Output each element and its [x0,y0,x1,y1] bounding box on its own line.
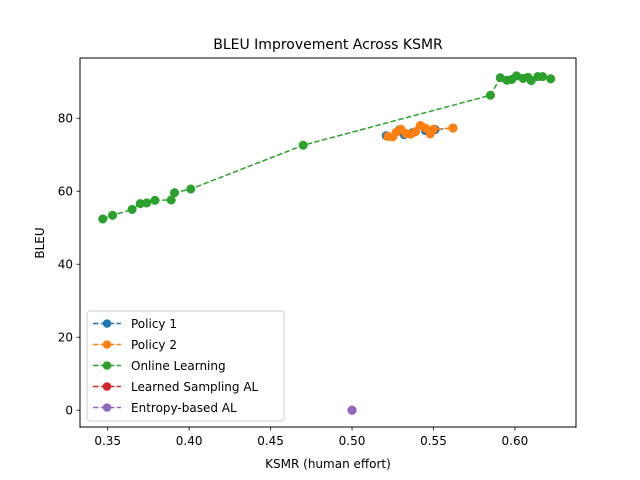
x-tick-label: 0.50 [339,434,366,448]
data-point-4-0 [347,405,357,415]
legend-item-2: Online Learning [93,359,226,373]
data-point-2-20 [546,74,556,84]
legend-label: Learned Sampling AL [131,380,259,394]
x-tick-label: 0.55 [420,434,447,448]
y-axis-ticks: 0 20 40 60 80 [58,112,80,418]
legend: Policy 1 Policy 2 Online Learning Learned S… [86,310,285,422]
x-tick-label: 0.35 [94,434,121,448]
legend-box [86,310,285,422]
legend-label: Policy 2 [131,338,177,352]
y-tick-label: 60 [58,185,73,199]
x-tick-label: 0.40 [176,434,203,448]
plot-area-frame [79,57,577,428]
data-point-1-10 [428,124,439,134]
data-point-2-2 [127,204,137,215]
x-axis-ticks: 0.35 0.40 0.45 0.50 0.55 0.60 [94,427,528,448]
legend-marker [102,361,112,370]
data-point-2-5 [150,195,160,205]
data-point-2-4 [142,198,152,208]
legend-marker [102,403,112,412]
series-layer [98,71,556,415]
data-point-2-0 [98,214,108,224]
data-point-1-6 [411,127,421,137]
chart-title: BLEU Improvement Across KSMR [213,37,443,53]
data-point-2-10 [485,90,496,100]
legend-marker [102,382,112,391]
series-1 [383,120,458,142]
y-tick-label: 80 [58,112,73,126]
legend-label: Online Learning [131,359,226,373]
x-tick-label: 0.60 [502,434,529,448]
x-tick-label: 0.45 [257,434,284,448]
series-4 [347,405,357,415]
legend-item-4: Entropy-based AL [93,401,237,415]
legend-marker [102,340,112,349]
series-2 [98,71,556,224]
legend-label: Policy 1 [131,317,177,331]
data-point-2-7 [169,188,180,198]
y-axis-label: BLEU [33,227,47,258]
data-point-1-11 [448,123,458,133]
legend-marker [102,319,112,328]
legend-item-0: Policy 1 [93,317,177,331]
data-point-2-17 [526,76,536,86]
legend-item-1: Policy 2 [93,338,177,352]
y-tick-label: 40 [58,258,73,272]
data-point-2-8 [186,184,196,194]
y-tick-label: 0 [65,404,73,418]
data-point-2-9 [298,140,308,150]
data-point-2-19 [538,72,548,82]
legend-item-3: Learned Sampling AL [93,380,259,394]
data-point-2-1 [108,210,118,220]
legend-label: Entropy-based AL [131,401,237,415]
y-tick-label: 20 [58,331,73,345]
x-axis-label: KSMR (human effort) [265,457,391,471]
